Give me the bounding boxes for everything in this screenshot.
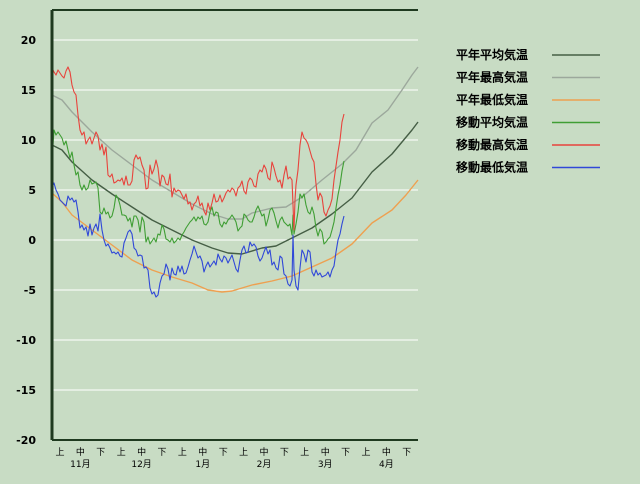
x-month-label: 3月 <box>318 459 333 470</box>
y-tick-label: 10 <box>21 134 37 147</box>
x-period-label: 上 <box>361 447 370 458</box>
x-period-label: 上 <box>55 447 64 458</box>
x-period-label: 中 <box>259 446 268 458</box>
y-tick-label: -20 <box>16 434 36 447</box>
grid-layer <box>52 39 418 441</box>
y-tick-label: 20 <box>21 34 37 47</box>
series-line-4 <box>51 129 345 245</box>
y-tick-label: 0 <box>28 234 36 247</box>
legend-label: 平年最高気温 <box>456 70 528 85</box>
x-period-label: 下 <box>96 448 105 458</box>
x-period-label: 上 <box>239 447 248 458</box>
x-period-label: 下 <box>219 448 228 458</box>
x-month-label: 1月 <box>195 459 210 470</box>
legend-label: 移動最低気温 <box>456 160 528 175</box>
y-tick-label: -5 <box>24 284 36 297</box>
axis-layer: 20151050-5-10-15-20上中下上中下上中下上中下上中下上中下11月… <box>16 9 418 470</box>
series-line-2 <box>51 66 419 220</box>
series-layer <box>51 66 419 298</box>
x-month-label: 11月 <box>70 459 90 470</box>
legend-label: 移動最高気温 <box>456 137 528 152</box>
x-period-label: 下 <box>280 448 289 458</box>
x-period-label: 中 <box>137 446 146 458</box>
x-period-label: 上 <box>117 447 126 458</box>
y-tick-label: 5 <box>28 184 36 197</box>
x-month-label: 4月 <box>379 459 394 470</box>
x-period-label: 下 <box>341 448 350 458</box>
y-tick-label: -15 <box>16 384 36 397</box>
x-month-label: 12月 <box>131 459 151 470</box>
x-period-label: 下 <box>157 448 166 458</box>
series-line-6 <box>51 182 345 298</box>
series-line-1 <box>51 121 419 255</box>
legend-label: 平年最低気温 <box>456 92 528 107</box>
x-period-label: 下 <box>402 448 411 458</box>
series-line-5 <box>51 66 345 231</box>
x-period-label: 中 <box>198 446 207 458</box>
x-period-label: 中 <box>321 446 330 458</box>
legend-label: 移動平均気温 <box>456 115 528 130</box>
x-period-label: 上 <box>300 447 309 458</box>
y-tick-label: -10 <box>16 334 36 347</box>
x-period-label: 中 <box>382 446 391 458</box>
x-month-label: 2月 <box>257 459 272 470</box>
legend-label: 平年平均気温 <box>456 47 528 62</box>
x-period-label: 中 <box>76 446 85 458</box>
x-period-label: 上 <box>178 447 187 458</box>
series-line-3 <box>51 179 419 293</box>
y-tick-label: 15 <box>21 84 36 97</box>
